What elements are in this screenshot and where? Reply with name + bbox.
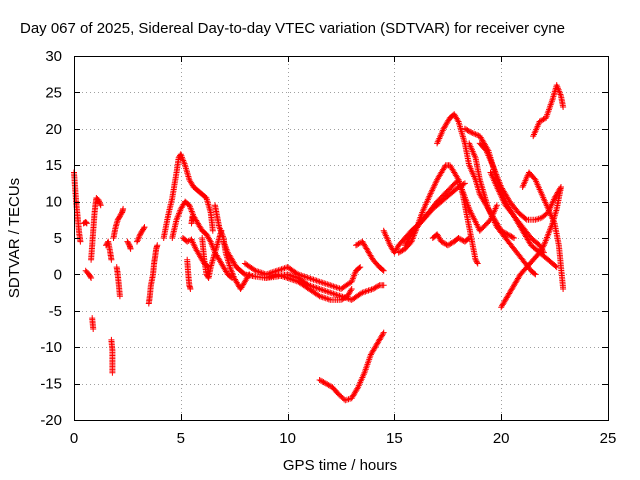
marker-track — [82, 267, 95, 281]
series-arc-17 — [188, 213, 197, 227]
series-arc-13 — [160, 151, 216, 241]
marker-track — [103, 238, 115, 263]
marker-track — [80, 219, 90, 227]
y-tick-label: 0 — [54, 266, 62, 283]
x-tick-label: 10 — [279, 430, 296, 447]
marker-track — [160, 151, 216, 241]
y-tick-label: -15 — [40, 376, 62, 393]
series-arc-26 — [395, 162, 481, 267]
marker-track — [353, 238, 387, 274]
series-arc-02 — [80, 219, 90, 227]
series-arc-21 — [241, 260, 364, 292]
marker-track — [124, 238, 134, 252]
y-tick-label: 15 — [45, 157, 62, 174]
marker-track — [220, 238, 387, 303]
marker-track — [316, 329, 387, 404]
x-tick-label: 0 — [70, 430, 78, 447]
series-arc-09 — [113, 264, 123, 300]
marker-track — [241, 260, 364, 292]
y-tick-label: -5 — [49, 303, 62, 320]
marker-track — [402, 180, 468, 249]
x-axis-label: GPS time / hours — [283, 457, 397, 474]
series-arc-11 — [134, 224, 148, 245]
x-tick-label: 20 — [493, 430, 510, 447]
marker-track — [395, 162, 481, 267]
series-arc-10 — [124, 238, 134, 252]
marker-track — [530, 82, 567, 140]
series-arc-05 — [89, 315, 97, 332]
series-arc-04 — [88, 195, 104, 263]
marker-track — [89, 315, 97, 332]
series-arc-18 — [199, 227, 225, 281]
series-arc-36 — [530, 82, 567, 140]
data-points — [71, 82, 567, 404]
y-tick-label: -10 — [40, 339, 62, 356]
marker-track — [108, 336, 116, 376]
chart-title: Day 067 of 2025, Sidereal Day-to-day VTE… — [20, 20, 565, 37]
x-tick-label: 5 — [177, 430, 185, 447]
series-arc-24 — [353, 238, 387, 274]
y-tick-label: -20 — [40, 412, 62, 429]
marker-track — [145, 242, 161, 307]
series-arc-35 — [519, 169, 567, 292]
series-arc-16 — [184, 256, 194, 292]
marker-track — [466, 140, 539, 278]
series-arc-12 — [145, 242, 161, 307]
y-tick-label: 5 — [54, 230, 62, 247]
marker-track — [263, 271, 355, 303]
series-arc-20 — [220, 238, 387, 303]
marker-track — [113, 264, 123, 300]
y-tick-label: 25 — [45, 84, 62, 101]
series-arc-07 — [108, 336, 116, 376]
marker-track — [188, 213, 197, 227]
marker-track — [110, 205, 127, 241]
axis-ticks — [74, 56, 609, 421]
marker-track — [71, 169, 84, 245]
series-arc-31 — [476, 140, 564, 223]
y-axis-label: SDTVAR / TECUs — [6, 178, 23, 298]
tick-labels: 0 5 10 15 20 25 -20 -15 -10 -5 0 5 10 15 20 25 30 — [40, 48, 616, 447]
series-arc-27 — [402, 180, 468, 249]
series-arc-01 — [71, 169, 84, 245]
marker-track — [88, 195, 104, 263]
marker-track — [429, 231, 473, 249]
marker-track — [134, 224, 148, 245]
series-arc-06 — [103, 238, 115, 263]
x-tick-label: 25 — [600, 430, 617, 447]
series-arc-08 — [110, 205, 127, 241]
series-arc-23 — [316, 329, 387, 404]
marker-track — [199, 227, 225, 281]
series-arc-03 — [82, 267, 95, 281]
series-arc-32 — [466, 140, 539, 278]
y-tick-label: 20 — [45, 121, 62, 138]
marker-track — [184, 256, 194, 292]
x-tick-label: 15 — [386, 430, 403, 447]
y-tick-label: 30 — [45, 48, 62, 65]
series-arc-28 — [429, 231, 473, 249]
marker-track — [476, 140, 564, 223]
marker-track — [519, 169, 567, 292]
y-tick-label: 10 — [45, 194, 62, 211]
series-arc-22 — [263, 271, 355, 303]
